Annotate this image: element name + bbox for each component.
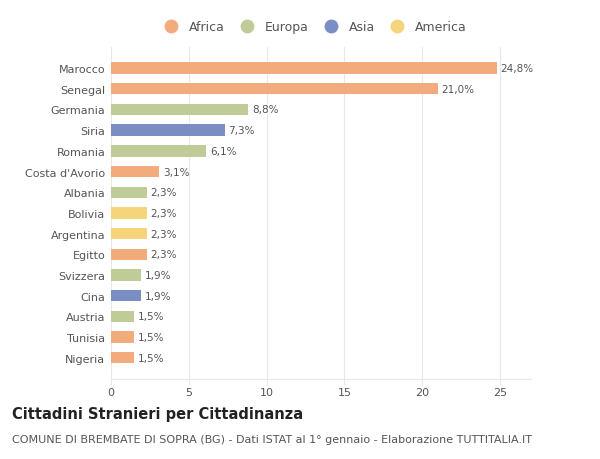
- Text: 24,8%: 24,8%: [500, 64, 534, 74]
- Bar: [111, 291, 140, 302]
- Text: 21,0%: 21,0%: [442, 84, 475, 95]
- Bar: [111, 353, 134, 364]
- Bar: [111, 146, 206, 157]
- Bar: [111, 125, 224, 136]
- Bar: [111, 187, 147, 198]
- Text: COMUNE DI BREMBATE DI SOPRA (BG) - Dati ISTAT al 1° gennaio - Elaborazione TUTTI: COMUNE DI BREMBATE DI SOPRA (BG) - Dati …: [12, 434, 532, 444]
- Text: 1,5%: 1,5%: [138, 353, 165, 363]
- Bar: [111, 249, 147, 260]
- Text: Cittadini Stranieri per Cittadinanza: Cittadini Stranieri per Cittadinanza: [12, 406, 303, 421]
- Text: 1,9%: 1,9%: [145, 270, 171, 280]
- Text: 8,8%: 8,8%: [252, 105, 278, 115]
- Bar: [111, 84, 437, 95]
- Bar: [111, 208, 147, 219]
- Text: 2,3%: 2,3%: [151, 250, 177, 260]
- Text: 3,1%: 3,1%: [163, 167, 190, 177]
- Text: 1,9%: 1,9%: [145, 291, 171, 301]
- Bar: [111, 332, 134, 343]
- Legend: Africa, Europa, Asia, America: Africa, Europa, Asia, America: [159, 22, 466, 34]
- Text: 2,3%: 2,3%: [151, 208, 177, 218]
- Text: 1,5%: 1,5%: [138, 312, 165, 322]
- Bar: [111, 270, 140, 281]
- Text: 2,3%: 2,3%: [151, 188, 177, 198]
- Text: 1,5%: 1,5%: [138, 332, 165, 342]
- Bar: [111, 63, 497, 74]
- Text: 2,3%: 2,3%: [151, 229, 177, 239]
- Bar: [111, 311, 134, 322]
- Bar: [111, 229, 147, 240]
- Text: 6,1%: 6,1%: [210, 146, 236, 157]
- Bar: [111, 105, 248, 116]
- Bar: [111, 167, 159, 178]
- Text: 7,3%: 7,3%: [229, 126, 255, 136]
